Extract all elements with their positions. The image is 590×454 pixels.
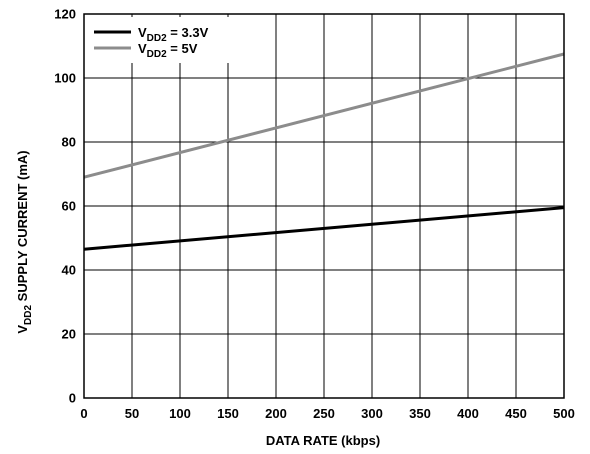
- y-axis-label-suffix: SUPPLY CURRENT (mA): [15, 150, 30, 305]
- series-lines: [83, 52, 565, 251]
- series-line-0: [83, 206, 565, 251]
- x-tick-label: 250: [313, 406, 335, 421]
- x-tick-label: 200: [265, 406, 287, 421]
- y-tick-label: 40: [62, 263, 76, 278]
- x-tick-label: 300: [361, 406, 383, 421]
- y-tick-label: 120: [54, 7, 76, 22]
- y-axis-label: VDD2 SUPPLY CURRENT (mA): [15, 150, 34, 333]
- y-tick-label: 100: [54, 71, 76, 86]
- y-axis-label-prefix: V: [15, 325, 30, 334]
- series-line-1: [83, 52, 565, 179]
- plot-frame: [83, 13, 565, 399]
- x-tick-labels: 0 50 100 150 200 250 300 350 400 450 500: [80, 406, 574, 421]
- x-tick-label: 0: [80, 406, 87, 421]
- x-tick-label: 450: [505, 406, 527, 421]
- legend-label-5v: VDD2 = 5V: [138, 41, 198, 60]
- legend-box: [86, 17, 248, 63]
- legend: VDD2 = 3.3V VDD2 = 5V: [86, 17, 248, 63]
- x-tick-label: 150: [217, 406, 239, 421]
- y-tick-labels: 0 20 40 60 80 100 120: [54, 7, 76, 406]
- y-tick-label: 0: [69, 391, 76, 406]
- x-tick-label: 100: [169, 406, 191, 421]
- legend-label-3v3: VDD2 = 3.3V: [138, 25, 209, 44]
- x-tick-label: 400: [457, 406, 479, 421]
- x-tick-label: 350: [409, 406, 431, 421]
- x-tick-label: 50: [125, 406, 139, 421]
- y-axis-label-sub: DD2: [23, 305, 34, 325]
- x-axis-label: DATA RATE (kbps): [266, 433, 380, 448]
- x-tick-label: 500: [553, 406, 575, 421]
- y-tick-label: 60: [62, 199, 76, 214]
- y-tick-label: 20: [62, 327, 76, 342]
- y-tick-label: 80: [62, 135, 76, 150]
